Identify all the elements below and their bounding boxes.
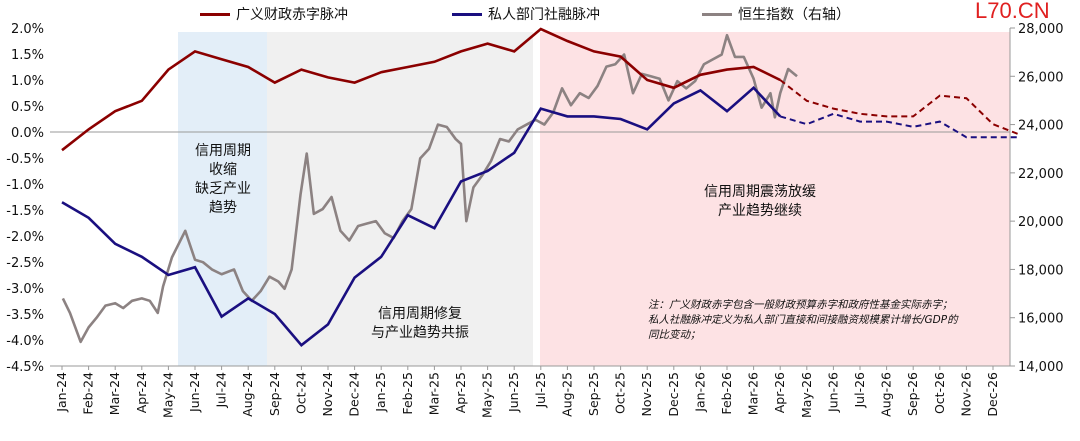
y-left-tick: 1.5% [11,48,44,63]
x-tick: Aug-25 [559,372,574,417]
x-tick: Jul-26 [852,372,867,409]
x-tick: Dec-26 [985,372,1000,417]
y-left-tick: -2.0% [6,230,44,245]
y-left-tick: 0.0% [11,126,44,141]
y-left-tick: -2.5% [6,256,44,271]
x-tick: Jan-25 [373,372,388,413]
x-tick: May-25 [480,372,495,418]
y-right-tick: 22,000 [1018,167,1064,182]
x-tick: Sep-25 [586,372,601,416]
x-tick: May-24 [160,372,175,418]
x-tick: Sep-26 [905,372,920,416]
x-tick: Jun-26 [825,372,840,413]
x-tick: Aug-24 [240,372,255,417]
y-left-tick: -0.5% [6,152,44,167]
x-tick: Jan-26 [692,372,707,413]
legend-hsi: 恒生指数（右轴） [702,4,850,24]
x-tick: Jun-24 [187,372,202,413]
x-tick: Jul-25 [533,372,548,409]
x-tick: Feb-24 [81,372,96,415]
series-hsi [61,33,798,344]
y-right-tick: 20,000 [1018,215,1064,230]
y-left-tick: 2.0% [11,22,44,37]
x-tick: Sep-24 [267,372,282,416]
y-left-tick: -4.0% [6,334,44,349]
x-tick: Jan-24 [54,372,69,413]
annotation-repair: 信用周期修复 与产业趋势共振 [371,306,469,341]
series-fiscal [61,27,781,152]
legend-swatch [702,12,732,16]
y-right-tick: 14,000 [1018,360,1064,375]
x-tick: Dec-24 [347,372,362,417]
x-tick: Nov-24 [320,372,335,417]
y-left-tick: -1.0% [6,178,44,193]
x-tick: Dec-25 [666,372,681,417]
y-left-tick: -3.0% [6,282,44,297]
x-tick: Mar-25 [426,372,441,415]
x-tick: Apr-25 [453,372,468,413]
annotation-volatile: 信用周期震荡放缓 产业趋势继续 [704,184,816,219]
y-left-tick: 0.5% [11,100,44,115]
x-tick: Oct-26 [932,372,947,414]
legend-label: 恒生指数（右轴） [738,7,850,23]
y-right-tick: 18,000 [1018,263,1064,278]
legend-fiscal: 广义财政赤字脉冲 [200,4,348,24]
band-volatile [540,32,1010,366]
y-right-tick: 24,000 [1018,119,1064,134]
x-tick: Jul-24 [214,372,229,409]
legend-swatch [200,12,230,16]
x-tick: Apr-26 [772,372,787,413]
y-left-tick: 1.0% [11,74,44,89]
x-tick: Oct-24 [293,372,308,414]
x-tick: Feb-26 [719,372,734,415]
x-tick: Feb-25 [400,372,415,415]
x-tick: May-26 [799,372,814,418]
series-private-forecast [779,112,1020,139]
watermark: L70.CN [975,0,1050,23]
annotation-contraction: 信用周期 收缩 缺乏产业 趋势 [195,143,251,216]
footnote: 注：广义财政赤字包含一般财政预算赤字和政府性基金实际赤字； 私人社融脉冲定义为私… [648,299,958,341]
x-tick: Mar-24 [107,372,122,415]
x-tick: Oct-25 [613,372,628,414]
x-tick: Aug-26 [879,372,894,417]
series-fiscal-forecast [779,79,1020,136]
y-right-tick: 26,000 [1018,70,1064,85]
x-tick: Jun-25 [506,372,521,413]
series-private [61,85,782,347]
x-tick: Nov-26 [958,372,973,417]
legend-label: 广义财政赤字脉冲 [236,7,348,23]
y-left-tick: -1.5% [6,204,44,219]
x-tick: Mar-26 [746,372,761,415]
y-right-tick: 28,000 [1018,22,1064,37]
band-contraction [178,32,267,366]
x-tick: Apr-24 [134,372,149,413]
legend-swatch [452,12,482,16]
legend-private: 私人部门社融脉冲 [452,4,600,24]
x-tick: Nov-25 [639,372,654,416]
y-right-tick: 16,000 [1018,312,1064,327]
y-left-tick: -4.5% [6,360,44,375]
y-left-tick: -3.5% [6,308,44,323]
legend-label: 私人部门社融脉冲 [488,7,600,23]
